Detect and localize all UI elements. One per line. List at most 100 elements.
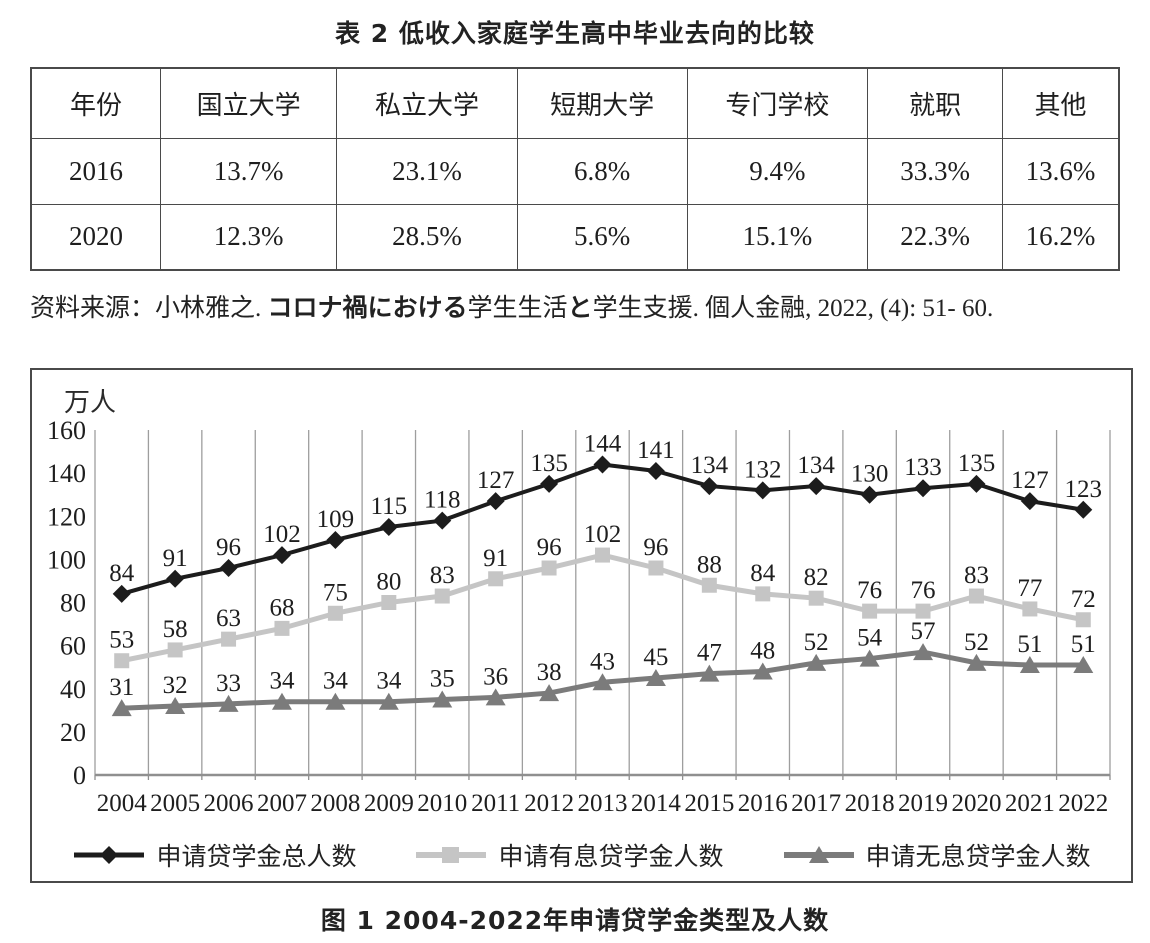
svg-text:115: 115 bbox=[371, 493, 408, 520]
svg-text:88: 88 bbox=[697, 551, 722, 578]
svg-text:48: 48 bbox=[750, 638, 775, 665]
svg-text:31: 31 bbox=[109, 674, 134, 701]
page-title: 表 2 低收入家庭学生高中毕业去向的比较 bbox=[335, 19, 815, 48]
svg-text:52: 52 bbox=[804, 629, 829, 656]
table-cell: 12.3% bbox=[159, 203, 338, 271]
svg-text:2011: 2011 bbox=[471, 790, 520, 817]
legend-label: 申请贷学金总人数 bbox=[156, 844, 357, 871]
table-row: 2016 13.7% 23.1% 6.8% 9.4% 33.3% 13.6% bbox=[30, 137, 1120, 205]
svg-text:2017: 2017 bbox=[791, 790, 841, 817]
svg-text:32: 32 bbox=[163, 672, 188, 699]
svg-text:100: 100 bbox=[47, 545, 86, 574]
legend-label: 申请有息贷学金人数 bbox=[498, 844, 724, 871]
source-note: 资料来源：小林雅之. コロナ禍における学生生活と学生支援. 個人金融, 2022… bbox=[30, 288, 993, 324]
svg-text:36: 36 bbox=[483, 663, 508, 690]
table-cell: 13.6% bbox=[1002, 137, 1120, 205]
table-cell: 22.3% bbox=[867, 203, 1004, 271]
svg-text:83: 83 bbox=[430, 562, 455, 589]
svg-text:2006: 2006 bbox=[204, 790, 254, 817]
svg-text:96: 96 bbox=[537, 534, 562, 561]
table-cell: 15.1% bbox=[686, 203, 869, 271]
table-cell: 6.8% bbox=[516, 137, 688, 205]
svg-text:80: 80 bbox=[60, 589, 86, 618]
table-cell: 5.6% bbox=[516, 203, 688, 271]
svg-text:2010: 2010 bbox=[417, 790, 467, 817]
svg-text:2019: 2019 bbox=[898, 790, 948, 817]
x-tick-labels: 2004 2005 2006 2007 2008 2009 2010 2011 2012 2013… bbox=[97, 790, 1109, 817]
destinations-table: 年份 国立大学 私立大学 短期大学 专门学校 就职 其他 2016 13.7% … bbox=[30, 67, 1120, 271]
svg-text:2016: 2016 bbox=[738, 790, 788, 817]
svg-text:102: 102 bbox=[584, 521, 622, 548]
svg-text:127: 127 bbox=[477, 467, 515, 494]
table-cell: 23.1% bbox=[336, 137, 518, 205]
svg-text:2022: 2022 bbox=[1058, 790, 1108, 817]
table-cell: 13.7% bbox=[159, 137, 338, 205]
svg-text:72: 72 bbox=[1071, 586, 1096, 613]
table-cell: 28.5% bbox=[336, 203, 518, 271]
svg-text:75: 75 bbox=[323, 579, 348, 606]
legend-item-interest-free: 申请无息贷学金人数 bbox=[782, 837, 1091, 873]
svg-text:109: 109 bbox=[317, 506, 355, 533]
svg-text:96: 96 bbox=[643, 534, 668, 561]
svg-text:134: 134 bbox=[797, 452, 835, 479]
legend-item-interest-bearing: 申请有息贷学金人数 bbox=[414, 837, 724, 873]
svg-text:2014: 2014 bbox=[631, 790, 682, 817]
svg-text:132: 132 bbox=[744, 456, 782, 483]
svg-text:34: 34 bbox=[269, 668, 295, 695]
source-segment: 资料来源：小林雅之. bbox=[30, 295, 268, 322]
svg-text:53: 53 bbox=[109, 627, 134, 654]
svg-text:2009: 2009 bbox=[364, 790, 414, 817]
svg-text:102: 102 bbox=[263, 521, 301, 548]
svg-text:127: 127 bbox=[1011, 467, 1049, 494]
svg-text:51: 51 bbox=[1017, 631, 1042, 658]
col-header-other: 其他 bbox=[1002, 67, 1120, 139]
svg-text:141: 141 bbox=[637, 437, 675, 464]
svg-text:58: 58 bbox=[163, 616, 188, 643]
svg-text:63: 63 bbox=[216, 605, 241, 632]
data-labels: 84 91 96 102 109 115 118 127 135 144 141 134 132 134 1… bbox=[109, 431, 1102, 702]
svg-text:120: 120 bbox=[47, 502, 86, 531]
svg-text:45: 45 bbox=[643, 644, 668, 671]
vertical-gridlines bbox=[94, 430, 1111, 780]
svg-text:43: 43 bbox=[590, 648, 615, 675]
svg-text:83: 83 bbox=[964, 562, 989, 589]
table-cell: 33.3% bbox=[867, 137, 1004, 205]
svg-text:140: 140 bbox=[47, 459, 86, 488]
svg-text:2013: 2013 bbox=[578, 790, 628, 817]
svg-text:144: 144 bbox=[584, 431, 622, 458]
y-axis-unit-label: 万人 bbox=[64, 388, 117, 417]
figure-panel: 万人 0 20 40 60 80 100 120 140 160 2004 2005 2006 2007… bbox=[30, 368, 1133, 883]
svg-text:2021: 2021 bbox=[1005, 790, 1055, 817]
svg-text:160: 160 bbox=[47, 416, 86, 445]
source-segment: と bbox=[567, 293, 593, 322]
table-cell: 2016 bbox=[30, 137, 161, 205]
legend-item-total: 申请贷学金总人数 bbox=[72, 837, 356, 873]
svg-text:2012: 2012 bbox=[524, 790, 574, 817]
source-segment: . 個人金融, 2022, (4): 51- 60. bbox=[692, 295, 994, 322]
svg-text:0: 0 bbox=[73, 761, 86, 790]
svg-text:118: 118 bbox=[424, 487, 461, 514]
table-header-row: 年份 国立大学 私立大学 短期大学 专门学校 就职 其他 bbox=[30, 67, 1120, 139]
svg-text:33: 33 bbox=[216, 670, 241, 697]
svg-text:135: 135 bbox=[958, 450, 996, 477]
svg-text:20: 20 bbox=[60, 718, 86, 747]
col-header-vocational-school: 专门学校 bbox=[686, 67, 869, 139]
col-header-year: 年份 bbox=[30, 67, 161, 139]
svg-text:47: 47 bbox=[697, 640, 722, 667]
svg-text:68: 68 bbox=[269, 594, 294, 621]
svg-text:2018: 2018 bbox=[845, 790, 895, 817]
legend-swatch-square-icon bbox=[416, 847, 487, 863]
svg-text:52: 52 bbox=[964, 629, 989, 656]
svg-text:76: 76 bbox=[857, 577, 882, 604]
svg-text:76: 76 bbox=[911, 577, 936, 604]
legend-label: 申请无息贷学金人数 bbox=[865, 844, 1091, 871]
svg-text:51: 51 bbox=[1071, 631, 1096, 658]
svg-text:2015: 2015 bbox=[684, 790, 734, 817]
svg-text:35: 35 bbox=[430, 666, 455, 693]
table-row: 2020 12.3% 28.5% 5.6% 15.1% 22.3% 16.2% bbox=[30, 203, 1120, 271]
series-2-line bbox=[111, 643, 1094, 717]
col-header-private-univ: 私立大学 bbox=[336, 67, 518, 139]
svg-text:2007: 2007 bbox=[257, 790, 307, 817]
svg-text:84: 84 bbox=[750, 560, 776, 587]
